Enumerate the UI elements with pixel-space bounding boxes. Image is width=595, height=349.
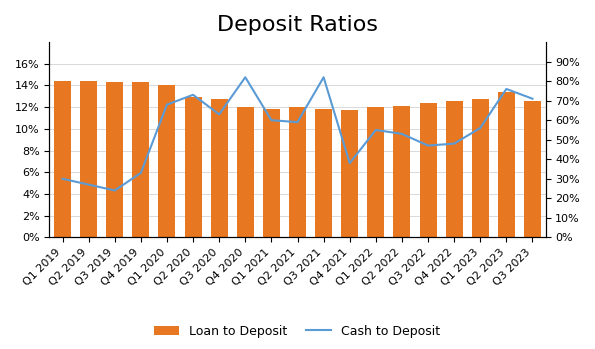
Cash to Deposit bbox=[111, 188, 118, 193]
Cash to Deposit bbox=[268, 118, 275, 122]
Cash to Deposit bbox=[320, 75, 327, 79]
Cash to Deposit bbox=[529, 97, 536, 101]
Cash to Deposit bbox=[164, 103, 171, 107]
Bar bbox=[498, 92, 515, 237]
Cash to Deposit bbox=[503, 87, 510, 91]
Bar bbox=[393, 106, 411, 237]
Title: Deposit Ratios: Deposit Ratios bbox=[217, 15, 378, 35]
Bar bbox=[184, 97, 202, 237]
Cash to Deposit bbox=[85, 183, 92, 187]
Cash to Deposit bbox=[59, 177, 66, 181]
Cash to Deposit bbox=[424, 143, 431, 148]
Bar bbox=[237, 107, 254, 237]
Cash to Deposit bbox=[294, 120, 301, 124]
Cash to Deposit bbox=[372, 128, 380, 132]
Bar bbox=[446, 101, 463, 237]
Bar bbox=[211, 98, 228, 237]
Bar bbox=[107, 82, 123, 237]
Cash to Deposit bbox=[242, 75, 249, 79]
Bar bbox=[54, 81, 71, 237]
Bar bbox=[80, 81, 97, 237]
Bar bbox=[132, 82, 149, 237]
Bar bbox=[341, 110, 358, 237]
Legend: Loan to Deposit, Cash to Deposit: Loan to Deposit, Cash to Deposit bbox=[149, 320, 446, 343]
Bar bbox=[524, 101, 541, 237]
Bar bbox=[419, 103, 437, 237]
Cash to Deposit bbox=[346, 161, 353, 165]
Cash to Deposit bbox=[137, 171, 145, 175]
Cash to Deposit bbox=[450, 142, 458, 146]
Cash to Deposit bbox=[215, 112, 223, 117]
Bar bbox=[289, 107, 306, 237]
Bar bbox=[315, 109, 332, 237]
Cash to Deposit bbox=[399, 132, 406, 136]
Cash to Deposit bbox=[189, 93, 196, 97]
Line: Cash to Deposit: Cash to Deposit bbox=[62, 77, 533, 191]
Cash to Deposit bbox=[477, 126, 484, 130]
Bar bbox=[472, 98, 488, 237]
Bar bbox=[367, 107, 384, 237]
Bar bbox=[263, 109, 280, 237]
Bar bbox=[158, 86, 176, 237]
